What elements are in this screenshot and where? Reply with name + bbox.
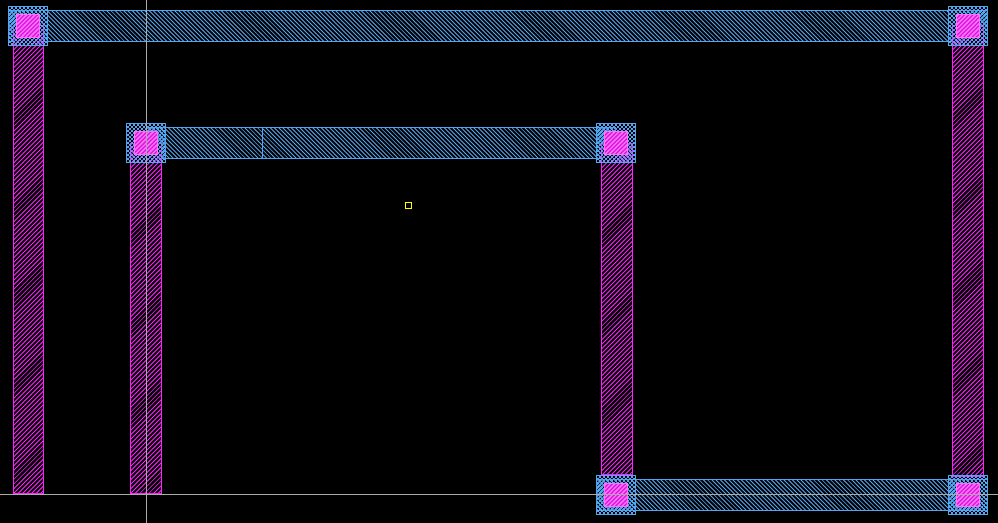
origin-axis-vertical (146, 0, 147, 523)
via-contact-mid-right-via-cut (604, 131, 628, 155)
via-contact-top-left-via-cut (16, 14, 40, 38)
metal-blue-edge-divider (262, 127, 263, 159)
metal-blue-trace-bottom[interactable] (596, 479, 988, 511)
metal-magenta-trace-center[interactable] (601, 143, 633, 475)
box-tool-cursor[interactable] (405, 202, 412, 209)
via-contact-bottom-left-via-cut (604, 483, 628, 507)
via-contact-mid-right[interactable] (596, 123, 636, 163)
metal-magenta-trace-right[interactable] (952, 25, 984, 477)
origin-axis-horizontal (0, 494, 998, 495)
via-contact-top-right[interactable] (948, 6, 988, 46)
metal-magenta-trace-far-left[interactable] (13, 25, 44, 494)
via-contact-bottom-right[interactable] (948, 475, 988, 515)
via-contact-bottom-right-via-cut (956, 483, 980, 507)
metal-blue-trace-top[interactable] (8, 10, 988, 42)
metal-blue-trace-middle[interactable] (146, 127, 616, 159)
via-contact-top-left[interactable] (8, 6, 48, 46)
via-contact-top-right-via-cut (956, 14, 980, 38)
via-contact-bottom-left[interactable] (596, 475, 636, 515)
